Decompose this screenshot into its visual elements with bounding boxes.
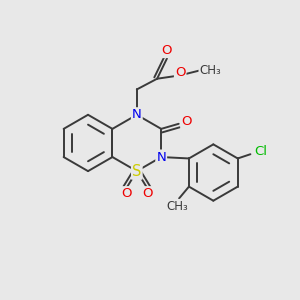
Text: Cl: Cl [254,146,267,158]
Text: CH₃: CH₃ [167,200,188,213]
Text: N: N [132,108,142,121]
Text: O: O [142,187,153,200]
Text: CH₃: CH₃ [200,64,221,77]
Text: O: O [121,187,131,200]
Text: S: S [132,164,142,178]
Text: N: N [156,151,166,164]
Text: O: O [162,44,172,57]
Text: O: O [181,115,192,128]
Text: O: O [175,66,185,79]
